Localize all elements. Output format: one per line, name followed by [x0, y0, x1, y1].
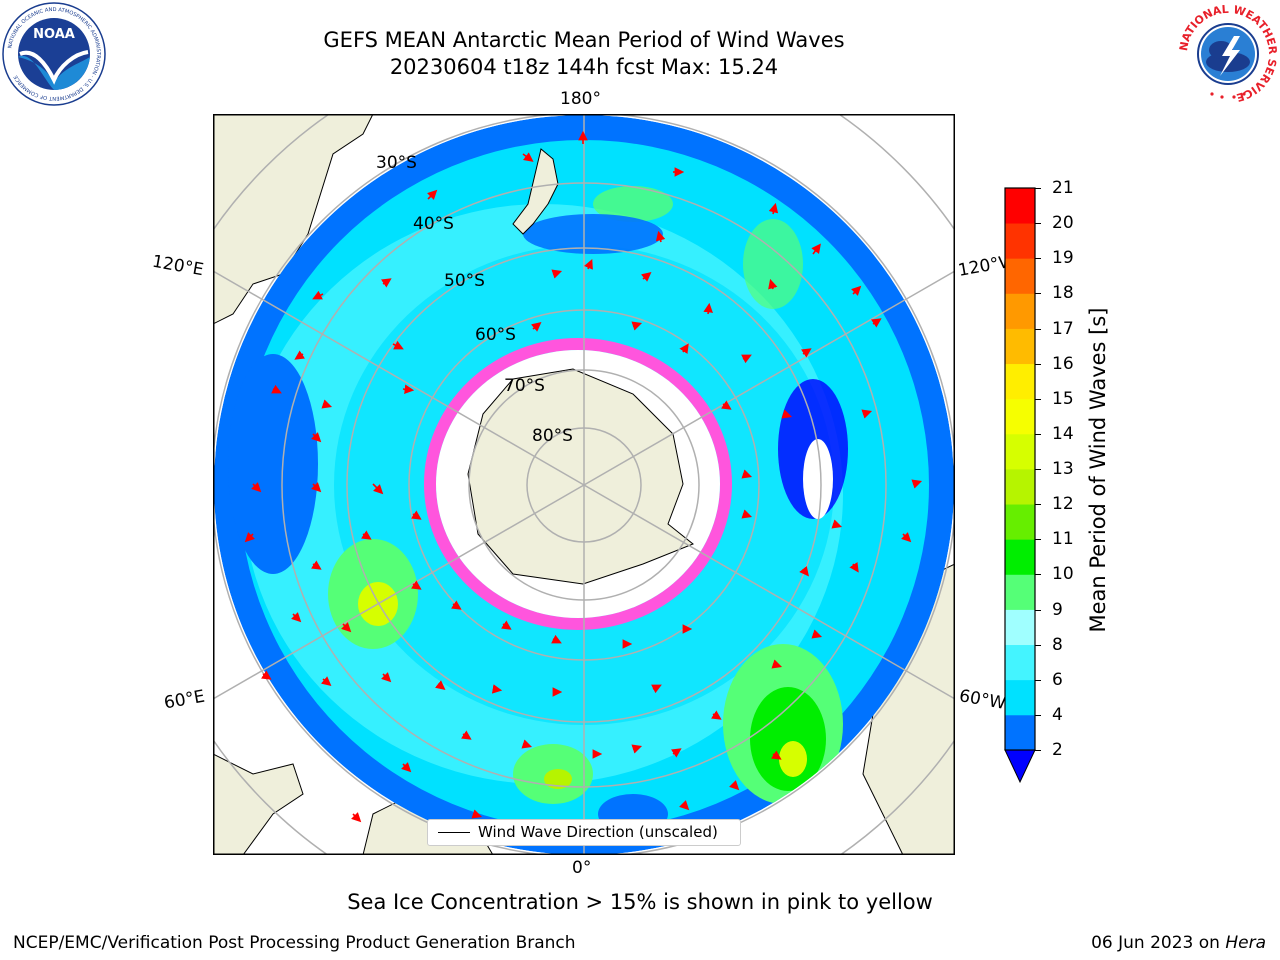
- map: 30°S 40°S 50°S 60°S 70°S 80°S: [213, 114, 955, 855]
- colorbar: [1004, 187, 1036, 784]
- lon-label-180: 180°: [560, 89, 601, 109]
- colorbar-tick-label: 14: [1052, 423, 1074, 444]
- svg-text:NOAA: NOAA: [33, 27, 75, 42]
- lat-label-50s: 50°S: [444, 271, 485, 291]
- colorbar-label: Mean Period of Wind Waves [s]: [1086, 307, 1110, 633]
- colorbar-tick-label: 2: [1052, 740, 1063, 760]
- colorbar-segment: [1005, 398, 1035, 435]
- colorbar-tick-mark: [1035, 188, 1041, 189]
- legend-label: Wind Wave Direction (unscaled): [478, 823, 718, 841]
- africa-land: [213, 753, 304, 855]
- new-zealand-land: [512, 148, 559, 235]
- colorbar-tick-label: 20: [1052, 213, 1074, 234]
- colorbar-segment: [1005, 574, 1035, 610]
- colorbar-segment: [1005, 258, 1035, 294]
- colorbar-tick-label: 13: [1052, 459, 1074, 479]
- colorbar-tick-label: 15: [1052, 388, 1074, 409]
- colorbar-tick-mark: [1035, 258, 1041, 260]
- colorbar-tick-label: 17: [1052, 318, 1074, 339]
- colorbar-tick-mark: [1035, 714, 1041, 716]
- lat-label-60s: 60°S: [475, 325, 516, 345]
- chart-title: GEFS MEAN Antarctic Mean Period of Wind …: [323, 28, 845, 52]
- colorbar-tick-label: 18: [1052, 283, 1074, 304]
- colorbar-under-arrow: [1004, 749, 1036, 784]
- colorbar-segment: [1005, 363, 1035, 400]
- chart-subtitle: 20230604 t18z 144h fcst Max: 15.24: [389, 55, 779, 79]
- colorbar-tick-mark: [1035, 609, 1041, 611]
- colorbar-tick-label: 10: [1052, 564, 1074, 585]
- colorbar-tick-label: 12: [1052, 494, 1074, 515]
- noaa-logo: NATIONAL OCEANIC AND ATMOSPHERIC ADMINIS…: [2, 2, 106, 106]
- map-legend: Wind Wave Direction (unscaled): [427, 819, 741, 846]
- colorbar-tick-mark: [1035, 433, 1041, 435]
- colorbar-tick-label: 11: [1052, 529, 1074, 550]
- lon-label-120e: 120°E: [150, 251, 206, 281]
- lat-label-40s: 40°S: [413, 214, 454, 234]
- colorbar-segment: [1005, 609, 1035, 646]
- colorbar-segment: [1005, 714, 1035, 751]
- colorbar-segment: [1005, 539, 1035, 575]
- colorbar-tick-mark: [1035, 223, 1041, 225]
- credit-date: 06 Jun 2023 on: [1091, 933, 1226, 953]
- sea-ice-footnote: Sea Ice Concentration > 15% is shown in …: [347, 890, 933, 914]
- colorbar-segment: [1005, 293, 1035, 329]
- colorbar-segment: [1005, 504, 1035, 540]
- colorbar-segment: [1005, 328, 1035, 365]
- colorbar-tick-label: 21: [1052, 178, 1074, 198]
- credit-branch: NCEP/EMC/Verification Post Processing Pr…: [13, 933, 576, 953]
- colorbar-segment: [1005, 433, 1035, 470]
- colorbar-tick-label: 9: [1052, 599, 1063, 620]
- colorbar-tick-mark: [1035, 469, 1041, 470]
- legend-line-swatch: [438, 832, 470, 833]
- colorbar-segment: [1005, 679, 1035, 716]
- colorbar-tick-mark: [1035, 504, 1041, 506]
- colorbar-tick-mark: [1035, 363, 1041, 365]
- colorbar-tick-label: 4: [1052, 704, 1063, 725]
- colorbar-tick-mark: [1035, 644, 1041, 646]
- colorbar-tick-label: 6: [1052, 669, 1063, 690]
- nws-logo: NATIONAL WEATHER SERVICE: [1177, 3, 1279, 105]
- lat-label-30s: 30°S: [376, 153, 417, 173]
- colorbar-tick-mark: [1035, 398, 1041, 400]
- graticule: [213, 114, 955, 855]
- colorbar-tick-label: 8: [1052, 634, 1063, 655]
- colorbar-segment: [1005, 188, 1035, 224]
- colorbar-tick-mark: [1035, 574, 1041, 576]
- colorbar-segment: [1005, 223, 1035, 259]
- lon-label-60e: 60°E: [162, 686, 207, 714]
- colorbar-segment: [1005, 469, 1035, 505]
- credit-date-host: 06 Jun 2023 on Hera: [1091, 933, 1266, 953]
- colorbar-tick-mark: [1035, 539, 1041, 541]
- colorbar-tick-label: 19: [1052, 248, 1074, 269]
- credit-host: Hera: [1225, 933, 1266, 953]
- colorbar-tick-label: 16: [1052, 353, 1074, 374]
- colorbar-tick-mark: [1035, 293, 1041, 295]
- colorbar-tick-mark: [1035, 679, 1041, 681]
- colorbar-tick-mark: [1035, 750, 1041, 751]
- lat-label-80s: 80°S: [532, 426, 573, 446]
- lat-label-70s: 70°S: [504, 376, 545, 396]
- colorbar-tick-mark: [1035, 328, 1041, 330]
- colorbar-segment: [1005, 644, 1035, 681]
- sea-ice-ring: [424, 338, 732, 630]
- lon-label-0: 0°: [572, 858, 592, 878]
